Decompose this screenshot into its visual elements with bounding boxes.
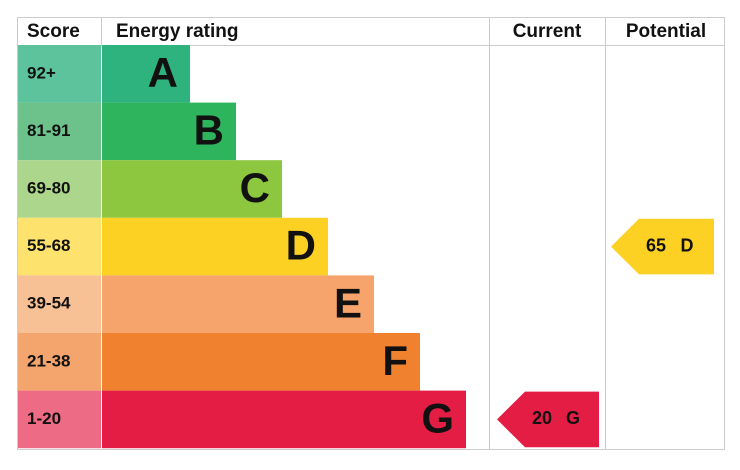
rating-bar [102,275,374,333]
current-rating: G [566,408,580,428]
score-label: 21-38 [27,351,70,370]
score-cell [18,45,101,103]
header-score: Score [27,21,80,42]
current-arrow [497,391,599,448]
rating-bar [102,390,466,449]
score-cell [18,390,101,449]
frame [17,17,725,450]
score-cell [18,333,101,391]
header-potential: Potential [626,21,706,42]
score-cell [18,275,101,333]
potential-score: 65 [646,235,666,255]
score-cell [18,160,101,218]
score-cell [18,217,101,276]
score-cell [18,102,101,161]
score-label: 69-80 [27,178,70,197]
potential-arrow [611,218,714,275]
rating-letter: F [382,337,408,384]
rating-letter: B [194,106,224,153]
potential-rating: D [681,235,694,255]
rating-letter: D [286,222,316,269]
rating-bar [102,45,190,103]
score-label: 92+ [27,63,56,82]
score-label: 1-20 [27,409,61,428]
rating-letter: E [334,279,362,326]
header-current: Current [513,21,582,42]
current-score: 20 [532,408,552,428]
rating-bar [102,102,236,161]
rating-bar [102,160,282,218]
score-label: 55-68 [27,236,70,255]
rating-letter: G [421,394,454,441]
score-label: 39-54 [27,294,71,313]
rating-letter: C [240,164,270,211]
header-rating: Energy rating [116,21,238,42]
score-label: 81-91 [27,121,70,140]
rating-bar [102,333,420,391]
rating-letter: A [148,49,178,96]
rating-bar [102,217,328,276]
